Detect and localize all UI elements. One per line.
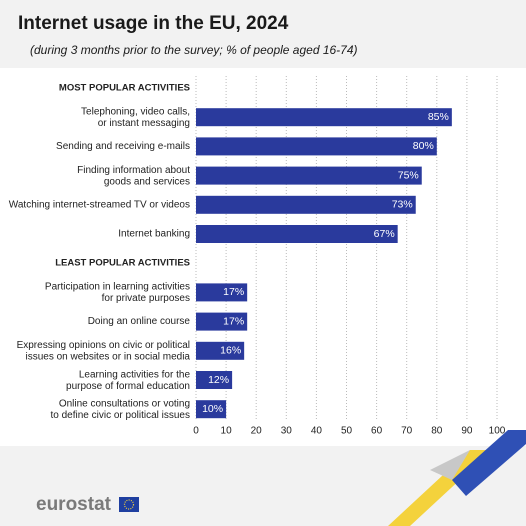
x-tick-label: 50 (341, 426, 353, 437)
value-label: 67% (374, 228, 395, 240)
plot-panel (0, 68, 526, 446)
group-header: LEAST POPULAR ACTIVITIES (55, 258, 190, 269)
ribbon-blue (452, 430, 526, 496)
y-tick-label: Doing an online course (88, 316, 191, 327)
y-tick-label: Telephoning, video calls, or instant mess… (81, 106, 190, 129)
x-tick-label: 0 (193, 426, 199, 437)
bar (196, 371, 233, 389)
x-tick-label: 10 (221, 426, 233, 437)
bar (196, 225, 398, 243)
value-label: 17% (223, 286, 244, 298)
decor-ribbon (388, 430, 526, 526)
bar (196, 108, 452, 127)
bar (196, 341, 245, 360)
y-tick-label: Participation in learning activities for … (45, 281, 190, 304)
y-tick-label: Online consultations or voting to define … (50, 398, 190, 421)
x-tick-label: 70 (401, 426, 413, 437)
bar (196, 195, 416, 214)
x-tick-label: 80 (431, 426, 443, 437)
value-label: 73% (392, 199, 413, 211)
group-header: MOST POPULAR ACTIVITIES (59, 83, 190, 94)
ribbon-grey (430, 450, 470, 480)
value-label: 10% (202, 403, 223, 415)
value-label: 16% (220, 345, 241, 357)
y-tick-label: Expressing opinions on civic or politica… (17, 340, 191, 363)
y-tick-label: Sending and receiving e-mails (56, 141, 190, 152)
value-label: 12% (208, 374, 229, 386)
logo-stars (123, 499, 135, 510)
bar (196, 166, 422, 185)
chart-subtitle: (during 3 months prior to the survey; % … (30, 43, 358, 57)
value-label: 85% (428, 111, 449, 123)
x-tick-label: 20 (251, 426, 263, 437)
logo-text: eurostat (36, 494, 112, 515)
y-tick-label: Watching internet-streamed TV or videos (9, 199, 190, 210)
bar (196, 312, 248, 331)
x-tick-label: 60 (371, 426, 383, 437)
bar (196, 400, 227, 419)
y-tick-label: Learning activities for the purpose of fo… (66, 369, 190, 392)
x-tick-label: 40 (311, 426, 323, 437)
x-tick-label: 30 (281, 426, 293, 437)
x-tick-label: 90 (461, 426, 473, 437)
value-label: 17% (223, 315, 244, 327)
bar (196, 283, 248, 302)
bar (196, 137, 437, 156)
chart-title: Internet usage in the EU, 2024 (18, 13, 289, 34)
logo-flag (119, 497, 139, 512)
x-tick-label: 100 (489, 426, 506, 437)
y-tick-label: Finding information about goods and servi… (77, 164, 190, 187)
value-label: 75% (398, 169, 419, 181)
value-label: 80% (413, 140, 434, 152)
y-tick-label: Internet banking (118, 229, 190, 240)
